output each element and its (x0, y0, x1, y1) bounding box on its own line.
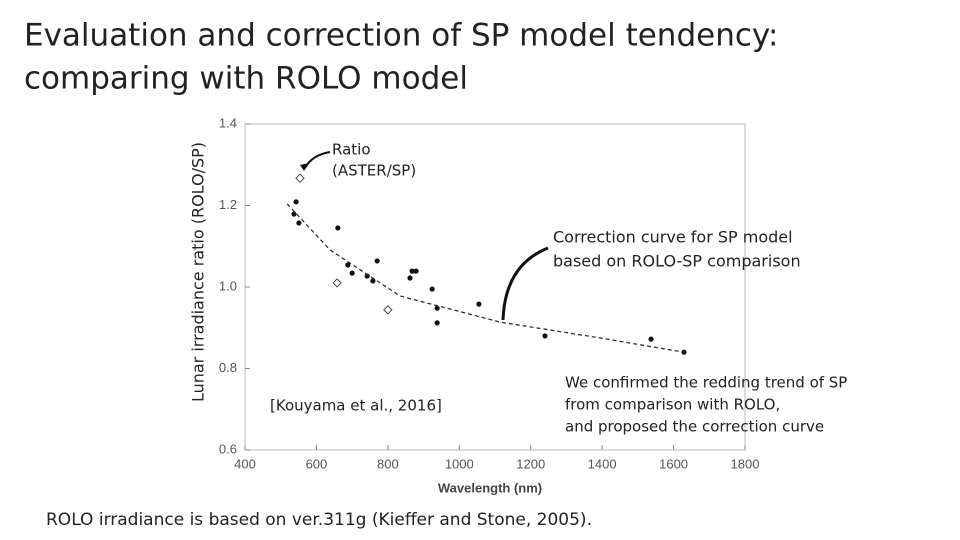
diamond-point (295, 173, 305, 183)
x-tick-label: 400 (234, 456, 256, 471)
dot-point (407, 275, 413, 281)
dot-point (345, 262, 351, 268)
x-tick-label: 1800 (731, 456, 760, 471)
x-tick-label: 1600 (659, 456, 688, 471)
annotation: based on ROLO-SP comparison (553, 252, 801, 271)
diamond-point (332, 278, 342, 288)
x-axis-label: Wavelength (nm) (438, 480, 542, 495)
x-tick-label: 1000 (445, 456, 474, 471)
citation: [Kouyama et al., 2016] (270, 397, 442, 415)
annotation: Correction curve for SP model (553, 228, 793, 247)
arrow (501, 246, 549, 321)
dot-point (335, 225, 341, 231)
annotation: (ASTER/SP) (332, 162, 416, 180)
dot-point (409, 268, 415, 274)
conclusion: from comparison with ROLO, (565, 396, 780, 414)
footnote: ROLO irradiance is based on ver.311g (Ki… (46, 510, 592, 530)
dot-point (291, 211, 297, 217)
dot-point (374, 258, 380, 264)
dot-point (370, 278, 376, 284)
x-tick-label: 800 (377, 456, 399, 471)
y-tick-label: 0.8 (219, 360, 237, 375)
dot-point (349, 270, 355, 276)
annotation: Ratio (332, 141, 371, 159)
dot-point (429, 286, 435, 292)
x-tick-label: 600 (306, 456, 328, 471)
arrow-head (300, 163, 309, 171)
y-tick-label: 1.2 (219, 197, 237, 212)
dot-point (413, 268, 419, 274)
y-axis-label: Lunar irradiance ratio (ROLO/SP) (189, 142, 208, 402)
y-tick-label: 1.0 (219, 278, 237, 293)
diamond-point (383, 305, 393, 315)
dot-point (476, 301, 482, 307)
conclusion: We confirmed the redding trend of SP (565, 374, 847, 392)
dot-point (293, 199, 299, 205)
y-tick-label: 0.6 (219, 441, 237, 456)
dot-point (434, 305, 440, 311)
dot-point (542, 333, 548, 339)
dot-point (296, 220, 302, 226)
dot-point (434, 320, 440, 326)
dot-point (648, 336, 654, 342)
x-tick-label: 1400 (588, 456, 617, 471)
arrow (304, 151, 331, 169)
title-line: comparing with ROLO model (24, 61, 468, 97)
conclusion: and proposed the correction curve (565, 418, 824, 436)
x-tick-label: 1200 (516, 456, 545, 471)
y-tick-label: 1.4 (219, 115, 237, 130)
title-line: Evaluation and correction of SP model te… (24, 18, 778, 54)
correction-curve (286, 203, 685, 353)
